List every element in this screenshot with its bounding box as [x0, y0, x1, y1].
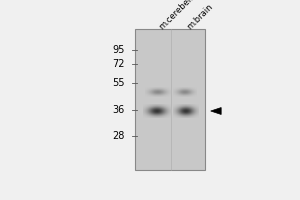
Polygon shape: [211, 108, 221, 114]
Text: 72: 72: [112, 59, 125, 69]
Bar: [135, 29, 205, 170]
Text: 55: 55: [112, 78, 125, 88]
Text: 28: 28: [112, 131, 125, 141]
Text: 36: 36: [112, 105, 125, 115]
Text: m.brain: m.brain: [185, 2, 214, 32]
Text: 95: 95: [112, 45, 125, 55]
Text: m.cerebellum: m.cerebellum: [157, 0, 205, 32]
